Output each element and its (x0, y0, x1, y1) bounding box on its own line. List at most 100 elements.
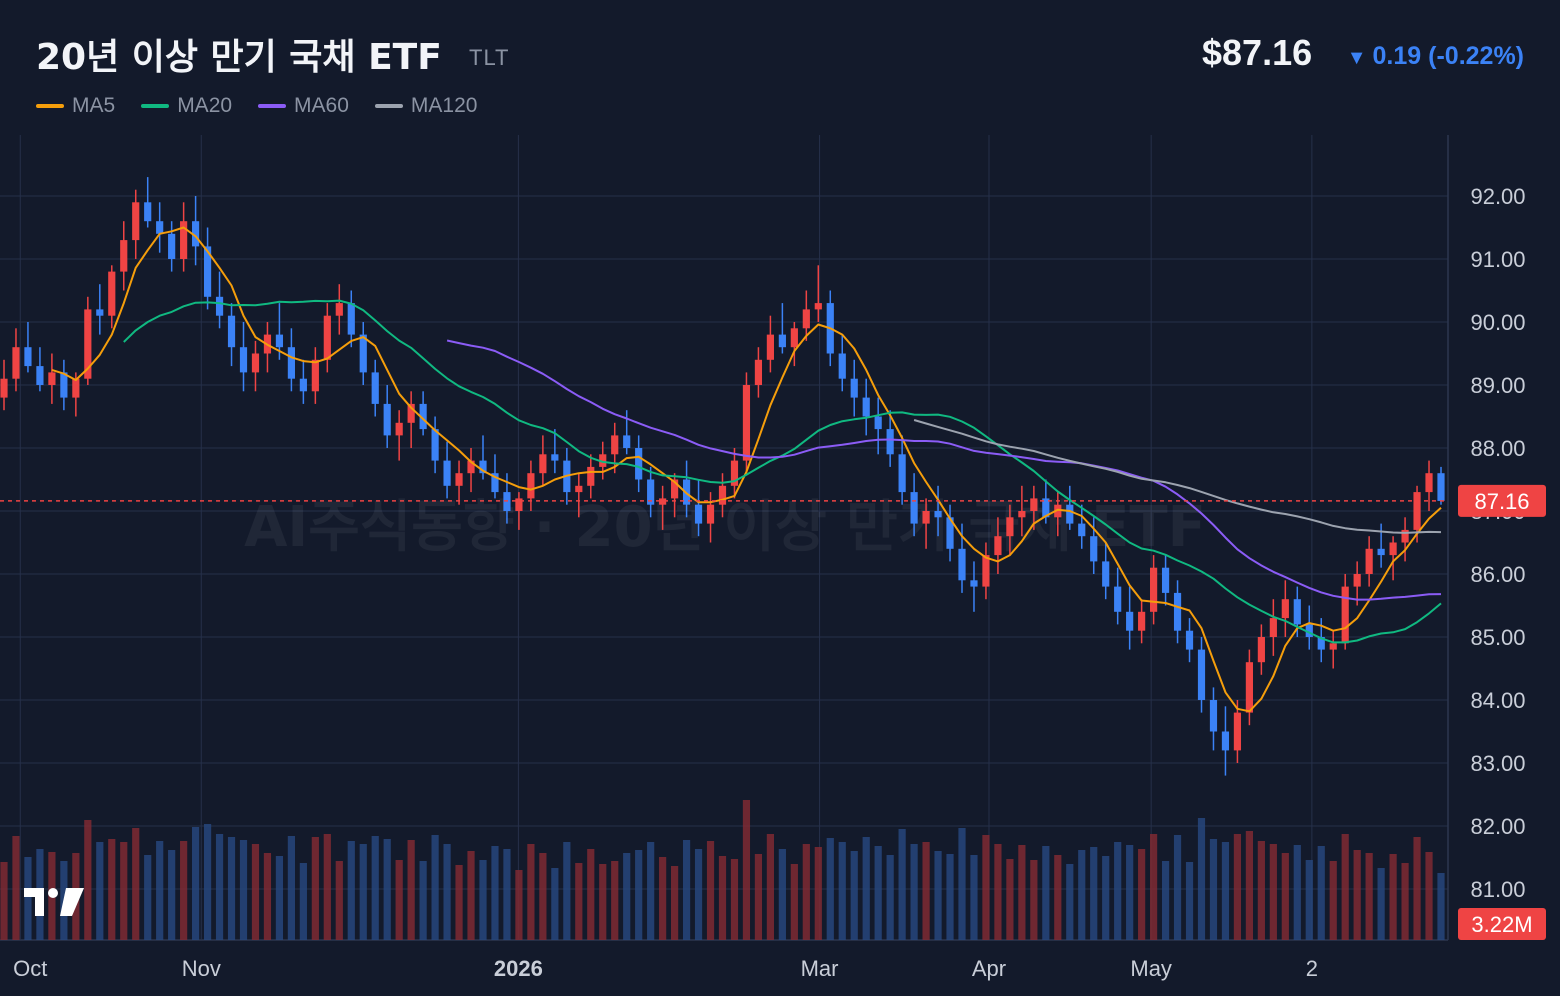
legend-item-ma60[interactable]: MA60 (258, 94, 349, 118)
volume-bar (192, 827, 200, 940)
x-tick-label: Mar (801, 956, 839, 981)
candle-body (1006, 517, 1014, 537)
volume-bar (335, 861, 343, 940)
y-tick-label: 81.00 (1470, 877, 1525, 902)
legend-label: MA120 (410, 94, 478, 117)
x-tick-label: 2 (1306, 956, 1318, 981)
candle-body (934, 511, 942, 518)
candle-body (958, 548, 966, 581)
volume-bar (1078, 850, 1086, 940)
candle-body (1377, 548, 1385, 556)
volume-bar (96, 842, 104, 940)
candle-body (1437, 473, 1445, 501)
volume-bar (587, 849, 595, 940)
candle-body (1173, 592, 1182, 631)
candle-body (814, 303, 822, 310)
volume-bar (826, 838, 834, 940)
candle-body (347, 303, 355, 335)
ma-legend: MA5 MA20 MA60 MA120 (36, 94, 477, 118)
chart-header: 20년 이상 만기 국채 ETF TLT $87.16 ▼ 0.19 (-0.22… (0, 0, 1560, 130)
candle-body (754, 359, 763, 385)
candle-body (467, 460, 475, 474)
candle-body (623, 435, 631, 448)
volume-bar (275, 856, 284, 940)
price-change: ▼ 0.19 (-0.22%) (1347, 42, 1524, 71)
ma-line-ma60 (446, 339, 1442, 601)
candles (0, 177, 1445, 776)
volume-bar (682, 840, 691, 940)
candle-body (527, 473, 535, 499)
volume-bar (635, 850, 643, 940)
candle-body (239, 347, 248, 373)
legend-item-ma120[interactable]: MA120 (374, 94, 478, 118)
page-title: 20년 이상 만기 국채 ETF (36, 37, 442, 78)
candle-body (1114, 586, 1122, 612)
volume-bar (1209, 839, 1218, 940)
volume-bar (1185, 862, 1194, 940)
volume-bar (1173, 835, 1182, 940)
volume-bar (1197, 818, 1206, 940)
y-tick-label: 86.00 (1470, 562, 1525, 587)
candle-body (1281, 599, 1289, 619)
candle-body (1126, 611, 1134, 631)
volume-bar (263, 853, 272, 940)
y-tick-label: 82.00 (1470, 814, 1525, 839)
candle-body (1150, 567, 1158, 612)
volume-bar (659, 857, 667, 940)
candle-body (371, 372, 379, 404)
volume-bar (1090, 847, 1098, 940)
candle-body (994, 536, 1002, 556)
volume-bar (982, 835, 990, 940)
candle-body (431, 429, 439, 461)
candle-body (419, 403, 427, 430)
candle-body (203, 246, 212, 297)
candle-body (215, 296, 224, 316)
volume-bar (299, 863, 307, 940)
volume-bar (886, 855, 894, 940)
watermark: AI주식동향 · 20년 이상 만기 국채 ETF (244, 495, 1206, 560)
volume-bar (203, 824, 212, 940)
candle-body (587, 466, 595, 486)
volume-bar (718, 856, 727, 940)
x-tick-label: Nov (182, 956, 221, 981)
volume-bar (1030, 860, 1038, 940)
volume-bar (563, 842, 571, 940)
legend-item-ma5[interactable]: MA5 (36, 94, 115, 118)
candle-body (192, 221, 200, 247)
volume-bar (156, 841, 164, 940)
ticker-symbol: TLT (469, 45, 510, 70)
volume-bar (467, 851, 475, 940)
ma120-swatch (374, 104, 403, 108)
candle-body (1221, 731, 1230, 751)
candle-body (1257, 637, 1265, 663)
ma5-swatch (36, 104, 64, 108)
candle-body (898, 454, 906, 493)
volume-bar (754, 854, 763, 940)
volume-bar (1389, 854, 1397, 940)
candle-body (36, 366, 44, 385)
candle-body (766, 334, 774, 360)
x-tick-label: 2026 (494, 956, 543, 981)
ma-line-ma20 (123, 299, 1442, 644)
current-price: $87.16 (1202, 32, 1313, 73)
volume-bar (180, 841, 188, 940)
candle-body (982, 555, 990, 587)
volume-bar (1006, 859, 1014, 940)
legend-item-ma20[interactable]: MA20 (141, 94, 232, 118)
volume-bar (1365, 853, 1373, 940)
y-tick-label: 90.00 (1470, 310, 1525, 335)
volume-bar (970, 855, 978, 940)
volume-bar (1150, 834, 1158, 940)
y-tick-label: 88.00 (1470, 436, 1525, 461)
candle-body (1293, 599, 1301, 625)
volume-bar (790, 864, 798, 940)
candle-body (1030, 498, 1038, 511)
volume-bar (419, 861, 427, 940)
volume-bar (503, 849, 511, 940)
volume-bar (1066, 864, 1074, 940)
volume-bar (1018, 845, 1026, 940)
chart-grid (0, 135, 1448, 941)
volume-bar (108, 839, 116, 940)
volume-bar (239, 840, 248, 940)
